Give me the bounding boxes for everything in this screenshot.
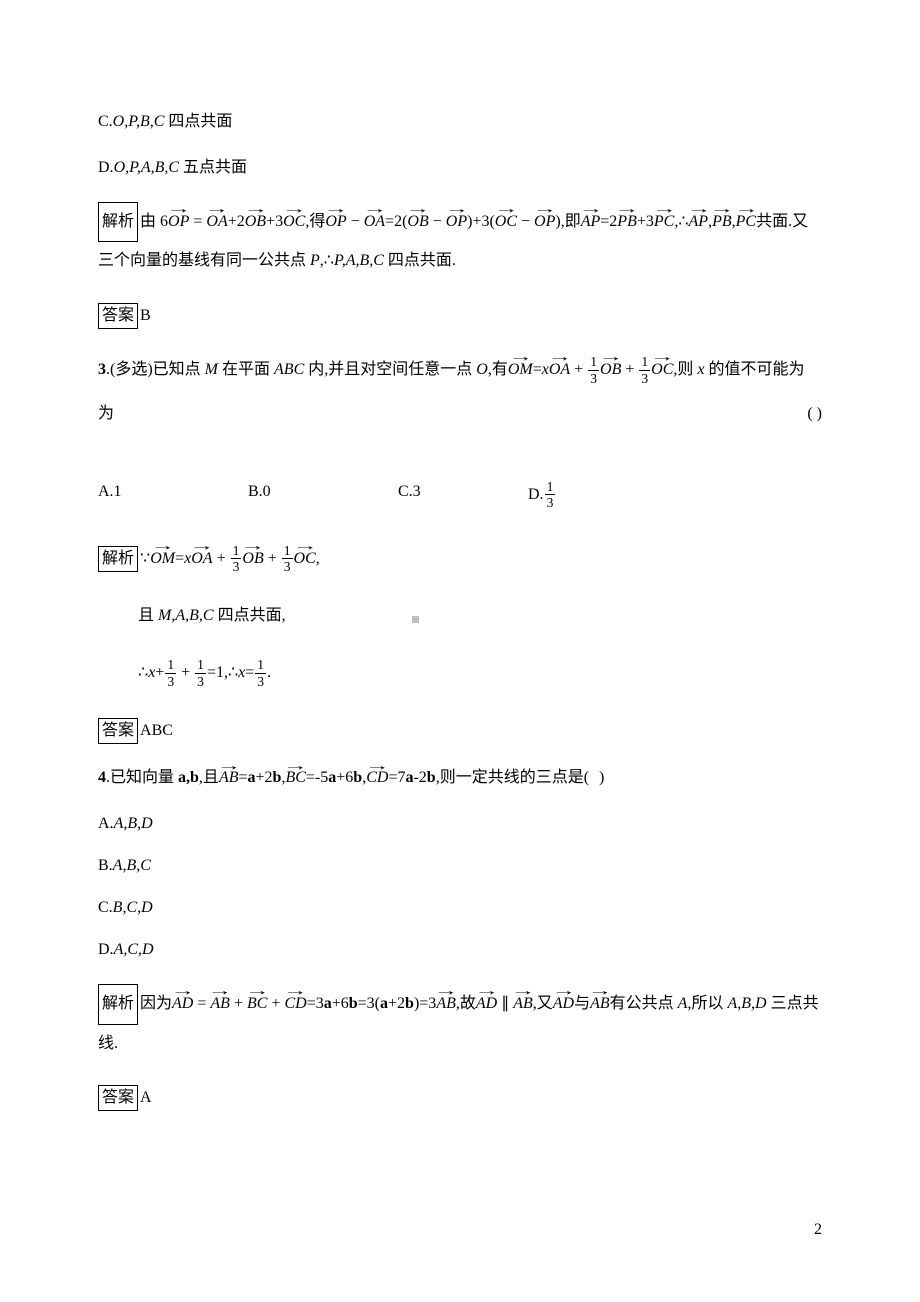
q3-body: 3.(多选)已知点 M 在平面 ABC 内,并且对空间任意一点 O,有OM=xO… (98, 351, 805, 389)
answer-value: ABC (140, 722, 173, 739)
answer-4: 答案A (98, 1085, 822, 1111)
answer-3: 答案ABC (98, 718, 822, 744)
explain-label: 解析 (98, 546, 138, 572)
q3-opt-c: C.3 (398, 480, 528, 510)
q3-paren: ( ) (807, 395, 822, 433)
q4-opt-b: B.A,B,C (98, 854, 822, 878)
q3-tail: 为 (98, 395, 114, 433)
question-4: 4.已知向量 a,b,且AB=a+2b,BC=-5a+6b,CD=7a-2b,则… (98, 766, 822, 790)
center-marker-icon (412, 616, 419, 623)
question-3: 3.(多选)已知点 M 在平面 ABC 内,并且对空间任意一点 O,有OM=xO… (98, 351, 822, 434)
explanation-2: 解析由 6OP = OA+2OB+3OC,得OP − OA=2(OB − OP)… (98, 202, 822, 281)
explanation-3-l3: ∴x+13 + 13=1,∴x=13. (98, 658, 822, 688)
q3-opt-b: B.0 (248, 480, 398, 510)
explanation-3-l1: 解析∵OM=xOA + 13OB + 13OC, (98, 544, 822, 574)
option-c: C.O,P,B,C 四点共面 (98, 110, 822, 134)
page-number: 2 (814, 1218, 822, 1242)
opt-c-text: 四点共面 (164, 113, 232, 130)
explanation-4: 解析因为AD = AB + BC + CD=3a+6b=3(a+2b)=3AB,… (98, 984, 822, 1063)
answer-value: A (140, 1089, 152, 1106)
explain-label: 解析 (98, 984, 138, 1024)
answer-label: 答案 (98, 1085, 138, 1111)
q4-opt-d: D.A,C,D (98, 938, 822, 962)
opt-d-points: O,P,A,B,C (114, 159, 179, 176)
explanation-3-l2: 且 M,A,B,C 四点共面, (98, 604, 822, 628)
q4-opt-a: A.A,B,D (98, 812, 822, 836)
q3-opt-a: A.1 (98, 480, 248, 510)
q3-options: A.1 B.0 C.3 D.13 (98, 480, 822, 510)
opt-d-text: 五点共面 (179, 159, 247, 176)
explain-label: 解析 (98, 202, 138, 242)
q4-opt-c: C.B,C,D (98, 896, 822, 920)
q3-opt-d: D.13 (528, 480, 556, 510)
answer-label: 答案 (98, 718, 138, 744)
opt-c-label: C. (98, 113, 113, 130)
answer-value: B (140, 307, 151, 324)
answer-label: 答案 (98, 303, 138, 329)
opt-d-label: D. (98, 159, 114, 176)
opt-c-points: O,P,B,C (113, 113, 165, 130)
answer-2: 答案B (98, 303, 822, 329)
option-d: D.O,P,A,B,C 五点共面 (98, 156, 822, 180)
